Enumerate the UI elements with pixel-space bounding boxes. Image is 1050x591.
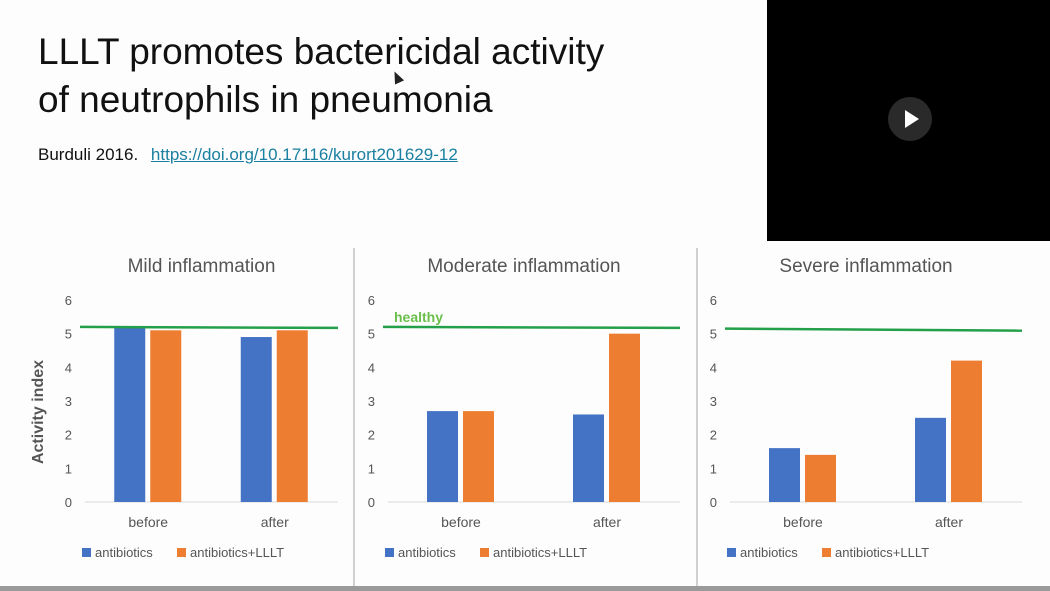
x-tick-label: after [935,514,963,530]
y-tick-label: 6 [368,293,375,308]
bar-antibiotics-lllt-before [150,330,182,502]
shared-y-axis-label: Activity index [30,360,47,464]
y-tick-label: 0 [65,495,72,510]
x-tick-label: after [261,514,289,530]
bottom-bar [0,586,1050,591]
bar-antibiotics-lllt-after [951,360,982,502]
bar-antibiotics-lllt-before [463,411,494,502]
chart-2: Moderate inflammation 0 1 2 3 4 5 6 before after h… [368,248,698,586]
y-tick-label: 5 [65,327,72,342]
y-tick-label: 0 [368,495,375,510]
legend-label: antibiotics+LLLT [493,545,587,560]
x-tick-label: before [128,514,168,530]
legend-swatch [385,548,394,557]
healthy-reference-line [724,327,1023,332]
legend-label: antibiotics [398,545,456,560]
legend-swatch [822,548,831,557]
legend-swatch [177,548,186,557]
x-tick-label: before [441,514,481,530]
charts-area: Activity index Mild inflammation 0 1 2 3 4 5 6 b… [30,248,1023,586]
y-tick-label: 2 [710,428,717,443]
doi-link[interactable]: https://doi.org/10.17116/kurort201629-12 [150,145,458,164]
chart-title: Severe inflammation [779,256,952,277]
bar-antibiotics-after [573,414,604,502]
chart-3: Severe inflammation 0 1 2 3 4 5 6 before after ant… [710,256,1023,560]
bar-antibiotics-lllt-after [609,333,640,502]
healthy-reference-line [79,325,339,330]
y-tick-label: 6 [65,293,72,308]
y-tick-label: 1 [710,461,717,476]
legend-swatch [82,548,91,557]
chart-panels: Mild inflammation 0 1 2 3 4 5 6 before after antib… [65,248,1023,586]
bar-antibiotics-after [240,337,272,502]
healthy-reference-line [382,325,681,330]
x-tick-label: after [593,514,621,530]
chart-1: Mild inflammation 0 1 2 3 4 5 6 before after antib… [65,248,355,586]
bar-antibiotics-before [427,411,458,502]
y-tick-label: 2 [65,428,72,443]
y-tick-label: 3 [710,394,717,409]
legend-swatch [480,548,489,557]
y-tick-label: 4 [65,360,72,375]
citation: Burduli 2016. https://doi.org/10.17116/k… [38,145,458,165]
citation-text: Burduli 2016. [38,145,139,164]
slide-title: LLLT promotes bactericidal activity of n… [38,28,738,124]
y-tick-label: 1 [368,461,375,476]
y-tick-label: 4 [710,360,717,375]
y-tick-label: 2 [368,428,375,443]
chart-title: Mild inflammation [128,256,276,277]
bar-antibiotics-lllt-after [276,330,308,502]
legend-label: antibiotics+LLLT [190,545,284,560]
legend-label: antibiotics [740,545,798,560]
y-tick-label: 1 [65,461,72,476]
x-tick-label: before [783,514,823,530]
y-tick-label: 4 [368,360,375,375]
bar-antibiotics-before [769,448,800,502]
slide-title-line-2: of neutrophils in pneumonia [38,79,493,120]
healthy-label: healthy [394,309,443,325]
legend-label: antibiotics+LLLT [835,545,929,560]
legend-label: antibiotics [95,545,153,560]
chart-title: Moderate inflammation [427,256,620,277]
play-icon [905,110,919,128]
y-tick-label: 6 [710,293,717,308]
y-tick-label: 3 [368,394,375,409]
slide-title-line-1: LLLT promotes bactericidal activity [38,31,605,72]
y-tick-label: 0 [710,495,717,510]
bar-antibiotics-before [114,326,146,502]
play-button[interactable] [888,97,932,141]
y-tick-label: 3 [65,394,72,409]
legend-swatch [727,548,736,557]
y-tick-label: 5 [710,327,717,342]
bar-antibiotics-lllt-before [805,454,836,502]
y-tick-label: 5 [368,327,375,342]
bar-antibiotics-after [915,417,946,502]
